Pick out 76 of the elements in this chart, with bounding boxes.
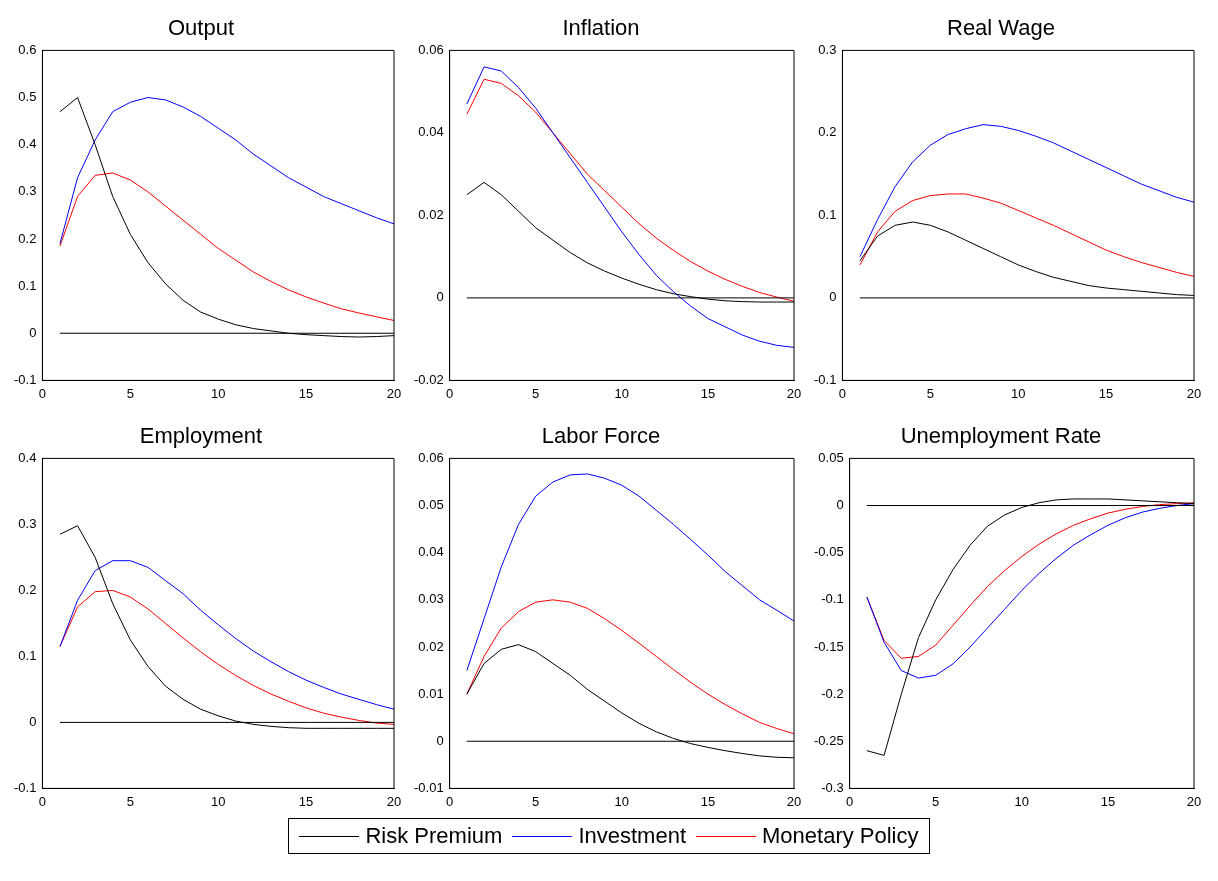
x-tick-label: 5	[926, 385, 934, 401]
x-tick-label: 10	[1010, 385, 1026, 401]
x-tick-label: 20	[386, 793, 402, 809]
x-tick-label: 0	[446, 385, 454, 401]
y-tick-label: 0.05	[418, 497, 444, 513]
y-tick-label: -0.02	[413, 371, 444, 387]
y-tick-label: 0.06	[418, 449, 444, 465]
chart-title: Inflation	[562, 15, 640, 41]
y-tick-label: 0.4	[18, 449, 37, 465]
y-tick-label: 0.03	[418, 591, 444, 607]
legend-label: Risk Premium	[365, 823, 503, 849]
x-tick-label: 15	[700, 793, 716, 809]
y-tick-label: 0.3	[18, 515, 37, 531]
x-tick-label: 20	[1186, 793, 1202, 809]
x-tick-label: 5	[126, 385, 134, 401]
y-tick-label: 0.02	[418, 206, 444, 222]
y-tick-label: 0.06	[418, 41, 444, 57]
y-tick-label: -0.3	[821, 779, 844, 795]
x-tick-label: 20	[386, 385, 402, 401]
y-tick-label: 0.3	[18, 183, 37, 199]
y-tick-label: -0.1	[813, 371, 837, 387]
x-tick-label: 10	[210, 385, 226, 401]
y-tick-label: 0.4	[18, 136, 37, 152]
x-tick-label: 10	[1014, 793, 1030, 809]
y-tick-label: -0.15	[813, 638, 844, 654]
x-tick-label: 5	[126, 793, 134, 809]
y-tick-label: 0.04	[418, 124, 444, 140]
y-tick-label: 0.6	[18, 41, 37, 57]
x-tick-label: 15	[700, 385, 716, 401]
y-tick-label: -0.1	[13, 371, 37, 387]
x-tick-label: 15	[1098, 385, 1114, 401]
y-tick-label: 0.05	[818, 449, 844, 465]
x-tick-label: 15	[1100, 793, 1116, 809]
y-tick-label: 0.3	[818, 41, 837, 57]
x-tick-label: 0	[846, 793, 854, 809]
y-tick-label: -0.01	[413, 779, 444, 795]
y-tick-label: 0	[836, 497, 844, 513]
x-tick-label: 10	[614, 793, 630, 809]
y-tick-label: 0.01	[418, 685, 444, 701]
x-tick-label: 10	[210, 793, 226, 809]
x-tick-label: 5	[932, 793, 940, 809]
x-tick-label: 5	[532, 793, 540, 809]
x-tick-label: 20	[786, 385, 802, 401]
y-tick-label: 0.2	[818, 124, 837, 140]
y-tick-label: 0	[29, 324, 37, 340]
x-tick-label: 15	[298, 793, 314, 809]
chart-title: Real Wage	[946, 15, 1056, 41]
legend-label: Monetary Policy	[762, 823, 919, 849]
x-tick-label: 10	[614, 385, 630, 401]
y-tick-label: 0	[436, 732, 444, 748]
y-tick-label: 0	[829, 289, 837, 305]
x-tick-label: 15	[298, 385, 314, 401]
y-tick-label: 0	[436, 289, 444, 305]
y-tick-label: 0	[29, 713, 37, 729]
y-tick-label: 0.1	[18, 277, 37, 293]
y-tick-label: 0.2	[18, 581, 37, 597]
legend-label: Investment	[578, 823, 686, 849]
y-tick-label: 0.04	[418, 544, 444, 560]
y-tick-label: 0.5	[18, 89, 37, 105]
chart-title: Unemployment Rate	[900, 423, 1102, 449]
x-tick-label: 0	[446, 793, 454, 809]
y-tick-label: -0.2	[821, 685, 844, 701]
y-tick-label: -0.1	[821, 591, 844, 607]
chart-title: Output	[167, 15, 235, 41]
y-tick-label: -0.05	[813, 544, 844, 560]
chart-title: Employment	[139, 423, 263, 449]
y-tick-label: 0.1	[18, 647, 37, 663]
y-tick-label: 0.02	[418, 638, 444, 654]
x-tick-label: 20	[786, 793, 802, 809]
x-tick-label: 20	[1186, 385, 1202, 401]
y-tick-label: -0.25	[813, 732, 844, 748]
y-tick-label: 0.1	[818, 206, 837, 222]
x-tick-label: 5	[532, 385, 540, 401]
chart-title: Labor Force	[541, 423, 661, 449]
y-tick-label: -0.1	[13, 779, 37, 795]
y-tick-label: 0.2	[18, 230, 37, 246]
